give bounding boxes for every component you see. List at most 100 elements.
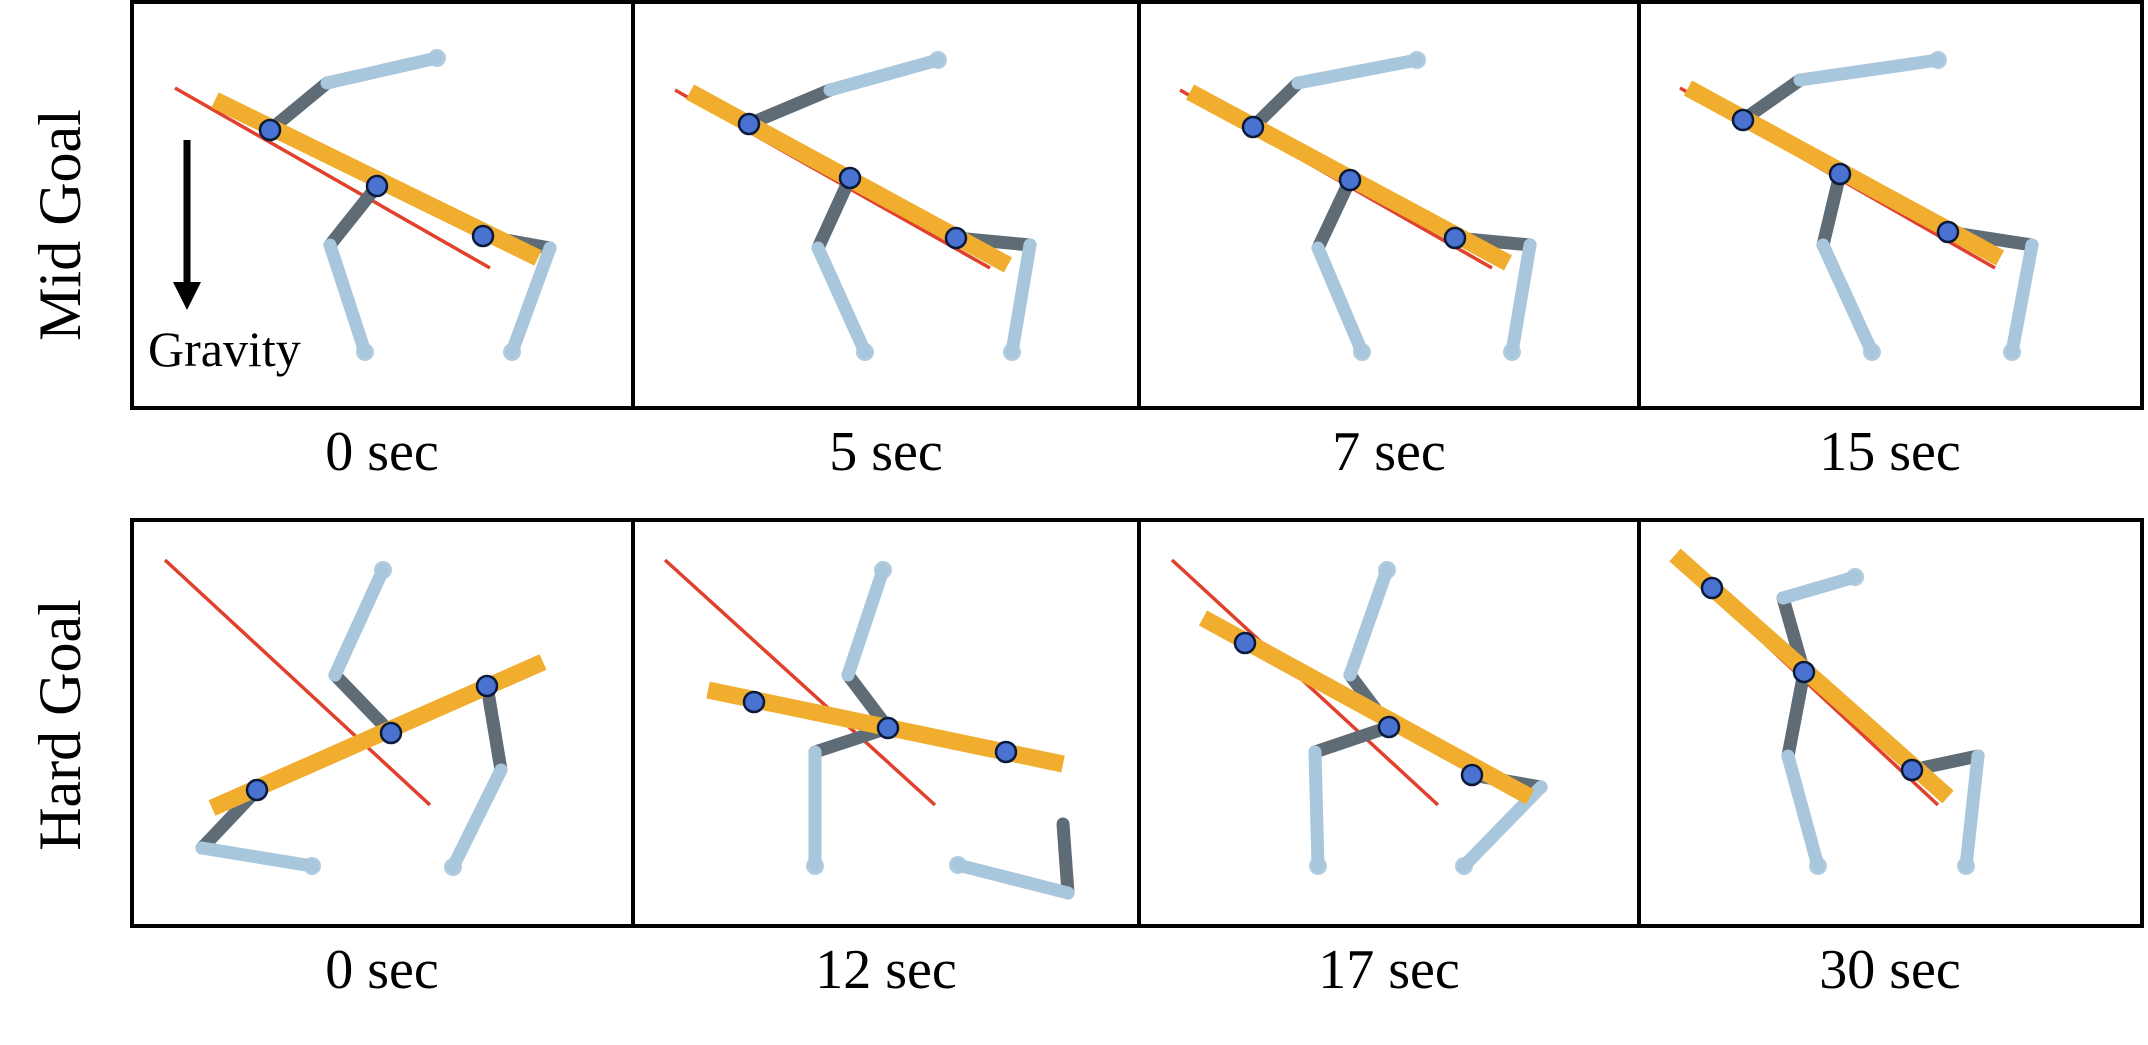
joint-marker <box>944 226 968 250</box>
limb-lower <box>1505 238 1537 359</box>
limb-upper <box>811 171 857 255</box>
limb-lower <box>1311 241 1369 359</box>
limb-tip <box>444 858 462 876</box>
limb-tip <box>1353 343 1371 361</box>
goal-line <box>174 86 491 270</box>
limb-tip <box>1846 568 1864 586</box>
joint-marker <box>258 118 282 142</box>
row-label-hard-goal: Hard Goal <box>27 599 93 851</box>
limb-tip <box>428 49 446 67</box>
limb-lower <box>2005 238 2039 359</box>
limb-tip <box>1503 343 1521 361</box>
arrow-down-head <box>173 282 201 310</box>
joint-marker <box>1338 168 1362 192</box>
limb-upper <box>1736 73 1807 127</box>
limb-tip <box>1378 561 1396 579</box>
limb-tip <box>1929 51 1947 69</box>
limb-tip <box>949 856 967 874</box>
limb-lower <box>1005 238 1037 359</box>
robot-pose <box>1170 558 1548 875</box>
limb-lower <box>841 563 890 682</box>
limb-upper <box>1056 817 1075 900</box>
limb-lower <box>195 841 319 873</box>
joint-marker <box>1700 576 1724 600</box>
robot-pose <box>1669 548 1985 875</box>
limb-tip <box>1309 857 1327 875</box>
limb-upper <box>480 679 508 777</box>
limb-lower <box>951 858 1075 900</box>
limb-tip <box>2003 343 2021 361</box>
time-label: 5 sec <box>829 421 943 483</box>
robot-pose <box>1179 51 1537 361</box>
limb-lower <box>1816 238 1879 359</box>
joint-marker <box>742 690 766 714</box>
joint-marker <box>1460 763 1484 787</box>
joint-marker <box>471 224 495 248</box>
robot-pose <box>1679 51 2039 361</box>
joint-marker <box>1233 631 1257 655</box>
limb-tip <box>503 343 521 361</box>
time-label: 30 sec <box>1819 939 1961 1001</box>
limb-tip <box>1408 51 1426 69</box>
limb-lower <box>1959 749 1985 873</box>
row-hard-goal-frames <box>130 518 2144 928</box>
limb-lower <box>1781 749 1825 873</box>
limb-lower <box>323 238 372 359</box>
joint-marker <box>245 778 269 802</box>
time-label: 12 sec <box>815 939 957 1001</box>
limb-upper <box>742 83 837 131</box>
limb-tip <box>1863 343 1881 361</box>
joint-marker <box>994 740 1018 764</box>
limb-tip <box>1455 857 1473 875</box>
limb-lower <box>1776 570 1862 605</box>
limb-lower <box>328 563 390 682</box>
goal-line <box>663 558 937 807</box>
limb-upper <box>1816 167 1847 252</box>
goal-line <box>163 558 432 807</box>
limb-upper <box>323 179 384 252</box>
gravity-annotation: Gravity <box>148 140 301 377</box>
limb-lower <box>1291 53 1424 90</box>
limb-lower <box>1308 745 1325 873</box>
robot-pose <box>663 558 1075 900</box>
limb-tip <box>1003 343 1021 361</box>
limb-lower <box>505 241 557 359</box>
joint-marker <box>1936 220 1960 244</box>
limb-lower <box>1457 780 1548 873</box>
joint-marker <box>379 721 403 745</box>
limb-tip <box>374 561 392 579</box>
row-mid-goal-frames <box>130 0 2144 410</box>
time-label: 17 sec <box>1318 939 1460 1001</box>
limb-upper <box>1311 173 1357 255</box>
row-label-mid-goal: Mid Goal <box>27 109 93 341</box>
limb-tip <box>856 343 874 361</box>
limb-lower <box>320 51 444 90</box>
limb-tip <box>356 343 374 361</box>
joint-marker <box>365 174 389 198</box>
limb-upper <box>1781 665 1811 763</box>
limb-lower <box>1343 563 1394 682</box>
limb-lower <box>823 53 945 97</box>
limb-lower <box>811 241 872 359</box>
joint-marker <box>1792 660 1816 684</box>
joint-marker <box>876 716 900 740</box>
time-label: 0 sec <box>325 421 439 483</box>
joint-marker <box>1900 758 1924 782</box>
joint-marker <box>838 166 862 190</box>
robot-pose <box>174 49 557 361</box>
limb-tip <box>303 857 321 875</box>
gravity-label: Gravity <box>148 321 301 377</box>
robot-poses <box>163 49 2039 900</box>
joint-marker <box>1241 115 1265 139</box>
joint-marker <box>1731 108 1755 132</box>
limb-tip <box>929 51 947 69</box>
limb-tip <box>874 561 892 579</box>
limb-upper <box>328 668 398 740</box>
limb-tip <box>1957 857 1975 875</box>
robot-pose <box>163 558 547 876</box>
limb-lower <box>446 763 508 874</box>
time-label: 0 sec <box>325 939 439 1001</box>
limb-tip <box>1809 857 1827 875</box>
joint-marker <box>1828 162 1852 186</box>
